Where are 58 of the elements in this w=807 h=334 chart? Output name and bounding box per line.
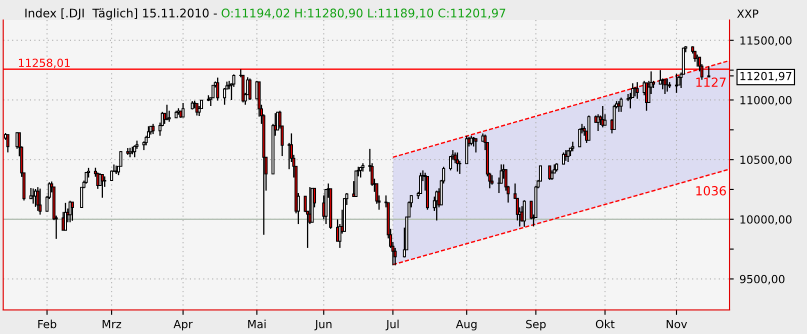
y-axis-title: XXP [737, 10, 758, 18]
x-tick-label: Jul [386, 320, 399, 330]
candlestick [562, 152, 566, 165]
candlestick [550, 170, 554, 181]
x-tick-label: Aug [456, 320, 477, 330]
candlestick [29, 187, 32, 200]
candlestick [100, 174, 104, 198]
candlestick [212, 84, 215, 98]
candlestick [38, 188, 42, 216]
y-tick-label: 11500,00 [740, 36, 792, 46]
candlestick [68, 200, 72, 223]
candlestick [6, 134, 10, 153]
candlestick [566, 149, 570, 163]
candlestick [663, 79, 666, 95]
y-tick-label: 11201,97 [740, 72, 792, 82]
annotation: 1036 [696, 186, 726, 196]
x-tick-label: Nov [666, 320, 688, 328]
x-tick-label: Okt [596, 320, 615, 328]
candlestick [571, 141, 574, 152]
chart-title: Index [.DJI Täglich] 15.11.2010 - [25, 8, 217, 20]
candlestick [223, 87, 226, 106]
candlestick [633, 86, 637, 98]
candlestick [693, 50, 696, 62]
candlestick [490, 174, 494, 186]
candlestick [64, 202, 68, 231]
candlestick [548, 165, 552, 181]
candlestick [612, 104, 616, 130]
y-tick-label: 11000,00 [740, 96, 792, 106]
candlestick [70, 201, 74, 222]
x-tick-label: Sep [526, 320, 546, 330]
candlestick [456, 152, 459, 172]
candlestick [32, 188, 35, 204]
candlestick [165, 104, 168, 121]
candlestick [248, 78, 252, 101]
candlestick [152, 123, 155, 135]
x-tick-label: Apr [174, 320, 193, 330]
x-tick-label: Jun [314, 320, 332, 330]
y-tick-label: 9500,00 [740, 274, 784, 284]
annotation: 1127 [696, 77, 726, 87]
candlestick [636, 81, 639, 100]
candlestick [620, 96, 623, 113]
candlestick [182, 102, 185, 118]
candlestick [474, 138, 478, 154]
candlestick [128, 147, 132, 158]
x-tick-label: Mai [248, 320, 266, 328]
candlestick [144, 135, 148, 146]
x-tick-label: Feb [38, 320, 56, 328]
ref-line-label: 11258,01 [18, 58, 70, 68]
y-tick-label: 10000,00 [740, 215, 792, 225]
candlestick [707, 66, 710, 78]
y-tick-label: 10500,00 [740, 156, 792, 166]
chart-subtitle: O:11194,02 H:11280,90 L:11189,10 C:11201,97 [222, 8, 506, 19]
candlestick [522, 200, 526, 228]
x-tick-label: Mrz [102, 320, 122, 328]
candlestick [304, 196, 307, 213]
candlestick [133, 144, 136, 158]
candlestick [36, 186, 40, 212]
candlestick [596, 114, 600, 132]
